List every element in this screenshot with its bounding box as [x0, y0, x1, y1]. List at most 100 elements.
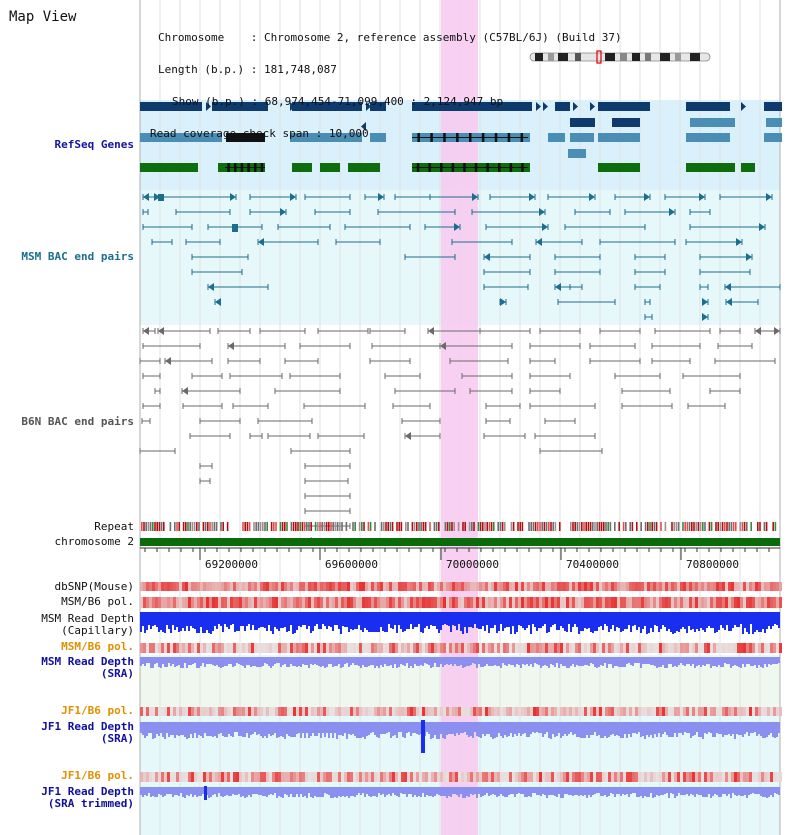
b6n-bac-label[interactable]: B6N BAC end pairs [21, 415, 134, 428]
gene-block[interactable] [555, 102, 570, 111]
gene-block[interactable] [548, 133, 565, 142]
density-cell [602, 643, 605, 653]
depth-bar [724, 787, 726, 794]
bac-block[interactable] [232, 224, 238, 232]
gene-exon[interactable] [494, 133, 498, 142]
gene-block[interactable] [140, 102, 202, 111]
gene-block[interactable] [370, 133, 386, 142]
depth-bar [762, 612, 764, 629]
density-cell [278, 582, 281, 591]
depth-bar [530, 657, 532, 664]
density-cell [479, 707, 482, 716]
gene-block[interactable] [570, 133, 594, 142]
bac-arrow-icon [589, 193, 595, 201]
density-cell [518, 707, 521, 716]
gene-block[interactable] [320, 163, 340, 172]
repeat-label: Repeat [94, 520, 134, 533]
gene-exon[interactable] [521, 163, 524, 172]
depth-bar [316, 657, 318, 665]
gene-block[interactable] [598, 102, 650, 111]
gene-exon[interactable] [428, 163, 431, 172]
gene-block[interactable] [598, 163, 640, 172]
gene-block[interactable] [686, 133, 730, 142]
gene-exon[interactable] [474, 163, 478, 172]
depth-bar [334, 612, 336, 625]
density-cell [398, 582, 401, 591]
refseq-label[interactable]: RefSeq Genes [54, 138, 134, 151]
gene-block[interactable] [140, 133, 222, 142]
gene-exon[interactable] [520, 133, 524, 142]
bac-block[interactable] [158, 194, 164, 201]
gene-exon[interactable] [463, 163, 466, 172]
gene-block[interactable] [292, 102, 362, 111]
density-cell [152, 597, 155, 608]
density-cell [299, 597, 302, 608]
gene-block[interactable] [598, 133, 640, 142]
gene-exon[interactable] [260, 163, 264, 172]
gene-exon[interactable] [240, 163, 244, 172]
gene-block[interactable] [612, 118, 640, 127]
gene-block[interactable] [226, 133, 265, 142]
depth-bar [316, 722, 318, 736]
b6n-bac-track[interactable] [139, 327, 781, 545]
density-cell [434, 582, 437, 591]
gene-exon[interactable] [247, 163, 250, 172]
repeat-element [499, 522, 502, 531]
gene-block[interactable] [764, 133, 782, 142]
gene-exon[interactable] [254, 163, 257, 172]
repeat-element [380, 522, 383, 531]
gene-exon[interactable] [440, 163, 443, 172]
density-cell [437, 643, 440, 653]
gene-exon[interactable] [430, 133, 433, 142]
gene-block[interactable] [741, 163, 755, 172]
repeat-element [717, 522, 719, 531]
depth-bar [444, 657, 446, 665]
gene-block[interactable] [686, 102, 730, 111]
depth-bar [440, 657, 442, 664]
gene-exon[interactable] [498, 163, 501, 172]
gene-block[interactable] [570, 118, 595, 127]
repeat-element [385, 522, 387, 531]
msm-bac-track[interactable] [142, 193, 781, 321]
gene-exon[interactable] [443, 133, 446, 142]
gene-block[interactable] [290, 133, 362, 142]
gene-exon[interactable] [451, 163, 455, 172]
gene-block[interactable] [766, 118, 782, 127]
gene-exon[interactable] [481, 133, 485, 142]
coverage-value: 10,000 [328, 127, 369, 140]
gene-block[interactable] [690, 118, 735, 127]
gene-exon[interactable] [227, 163, 230, 172]
gene-exon[interactable] [486, 163, 489, 172]
gene-exon[interactable] [234, 163, 237, 172]
gene-exon[interactable] [456, 133, 459, 142]
depth-tracks[interactable] [140, 612, 780, 800]
gene-block[interactable] [212, 102, 268, 111]
depth-bar [680, 612, 682, 629]
density-cell [242, 582, 245, 591]
gene-block[interactable] [412, 102, 532, 111]
density-cell [251, 597, 254, 608]
heatmap-tracks[interactable] [140, 582, 782, 782]
gene-block[interactable] [568, 149, 586, 158]
msm-bac-label[interactable]: MSM BAC end pairs [21, 250, 134, 263]
gene-exon[interactable] [507, 133, 511, 142]
depth-bar [734, 787, 736, 795]
repeat-track[interactable] [141, 522, 777, 531]
gene-exon[interactable] [469, 133, 472, 142]
depth-bar [694, 722, 696, 735]
gene-block[interactable] [370, 102, 386, 111]
gene-block[interactable] [686, 163, 735, 172]
depth-bar [284, 657, 286, 664]
gene-exon[interactable] [417, 133, 420, 142]
refseq-genes-track[interactable] [140, 102, 782, 172]
density-cell [545, 707, 548, 716]
depth-bar [536, 657, 538, 664]
gene-block[interactable] [348, 163, 380, 172]
chromosome-ideogram[interactable] [529, 50, 711, 64]
gene-exon[interactable] [416, 163, 420, 172]
gene-exon[interactable] [509, 163, 513, 172]
gene-block[interactable] [764, 102, 782, 111]
gene-block[interactable] [292, 163, 312, 172]
gene-block[interactable] [140, 163, 198, 172]
